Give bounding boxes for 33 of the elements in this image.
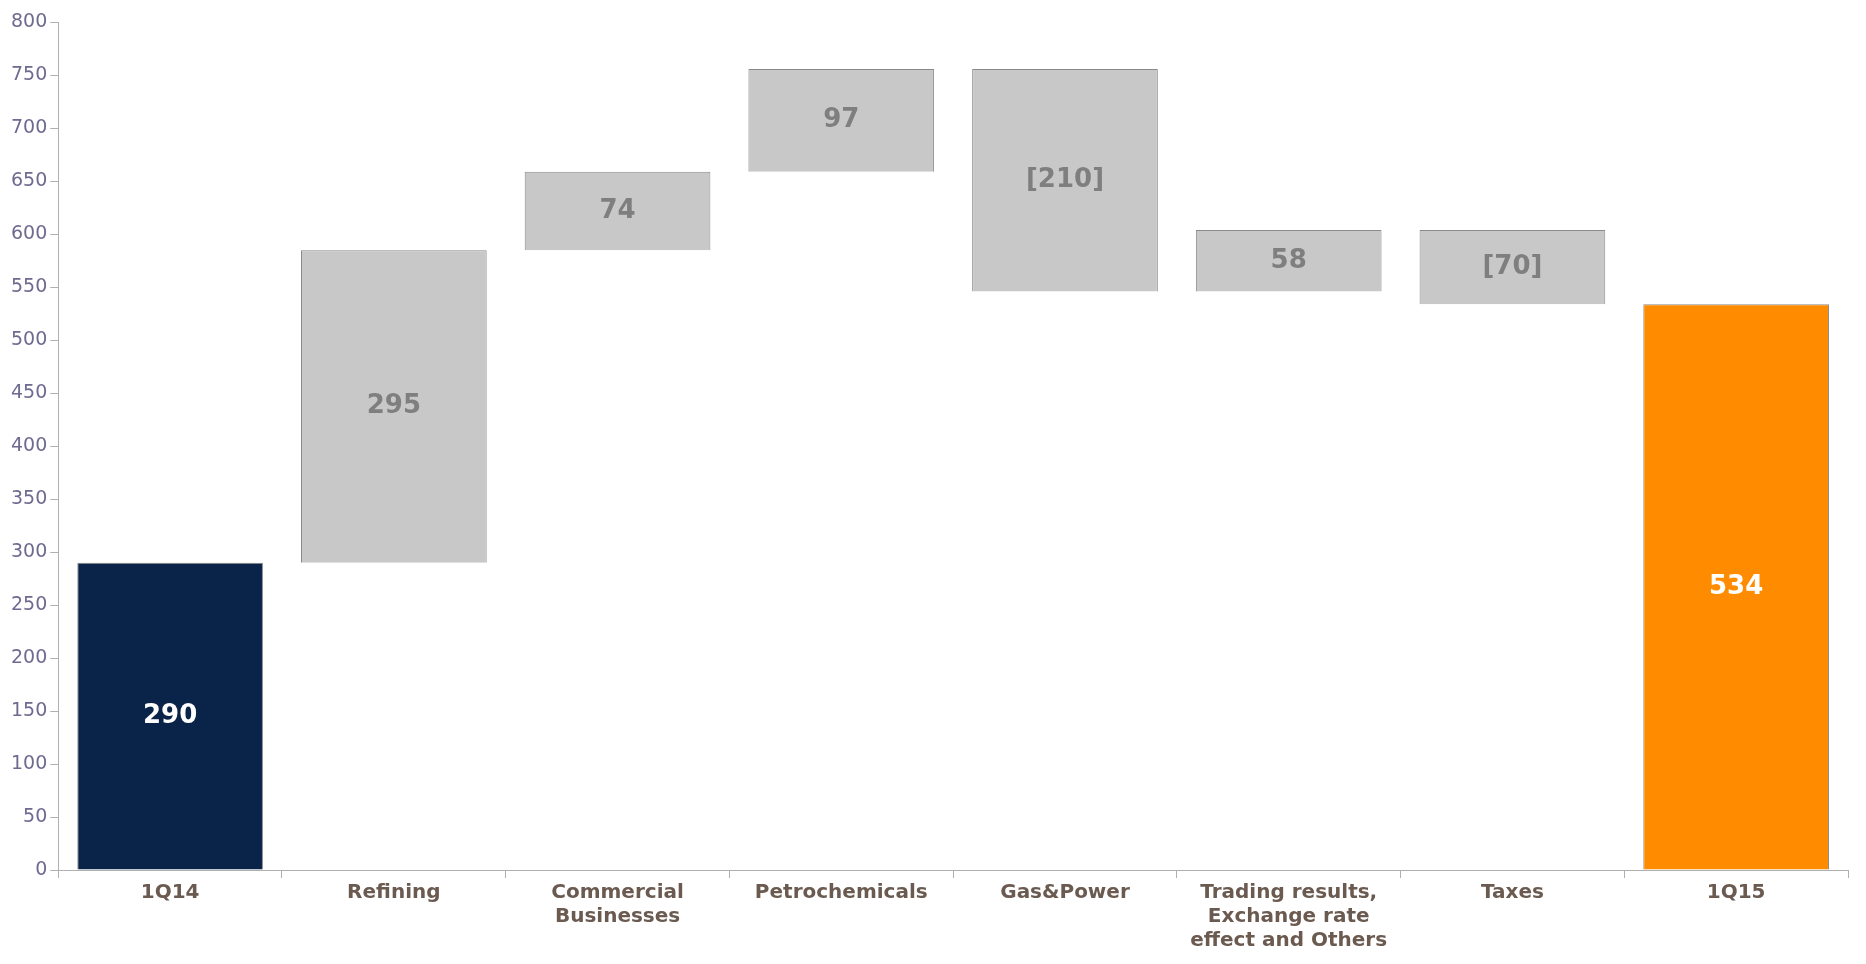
y-tick-label: 100 xyxy=(11,750,48,773)
y-tick-label: 450 xyxy=(11,380,48,403)
y-tick-label: 0 xyxy=(35,856,48,879)
y-tick-label: 550 xyxy=(11,274,48,297)
x-tick-label: Petrochemicals xyxy=(754,879,928,904)
y-tick-label: 600 xyxy=(11,221,48,244)
y-tick-label: 350 xyxy=(11,486,48,509)
x-tick-label: Taxes xyxy=(1480,879,1544,904)
data-label: 295 xyxy=(366,389,421,420)
data-label: 74 xyxy=(599,193,636,224)
y-tick-label: 400 xyxy=(11,433,48,456)
x-tick-label: 1Q14 xyxy=(140,879,200,904)
data-label: [70] xyxy=(1482,249,1543,280)
data-label: 58 xyxy=(1270,243,1307,274)
y-tick-label: 800 xyxy=(11,9,48,32)
y-tick-label: 700 xyxy=(11,115,48,138)
data-label: [210] xyxy=(1025,163,1105,194)
y-tick-label: 150 xyxy=(11,698,48,721)
data-label: 534 xyxy=(1709,569,1764,600)
y-tick-label: 750 xyxy=(11,62,48,85)
y-tick-label: 250 xyxy=(11,592,48,615)
y-tick-label: 200 xyxy=(11,645,48,668)
data-label: 97 xyxy=(823,103,860,134)
x-tick-label: Gas&Power xyxy=(1000,879,1130,904)
y-tick-label: 500 xyxy=(11,327,48,350)
x-tick-label: 1Q15 xyxy=(1706,879,1766,904)
x-tick-label: Refining xyxy=(347,879,441,904)
data-label: 290 xyxy=(142,698,198,729)
y-tick-label: 650 xyxy=(11,168,48,191)
y-tick-label: 50 xyxy=(23,803,48,826)
x-tick-label: Commercial Businesses xyxy=(551,879,684,928)
y-tick-label: 300 xyxy=(11,539,48,562)
x-tick-label: Trading results, Exchange rate effect and Others xyxy=(1190,879,1388,952)
